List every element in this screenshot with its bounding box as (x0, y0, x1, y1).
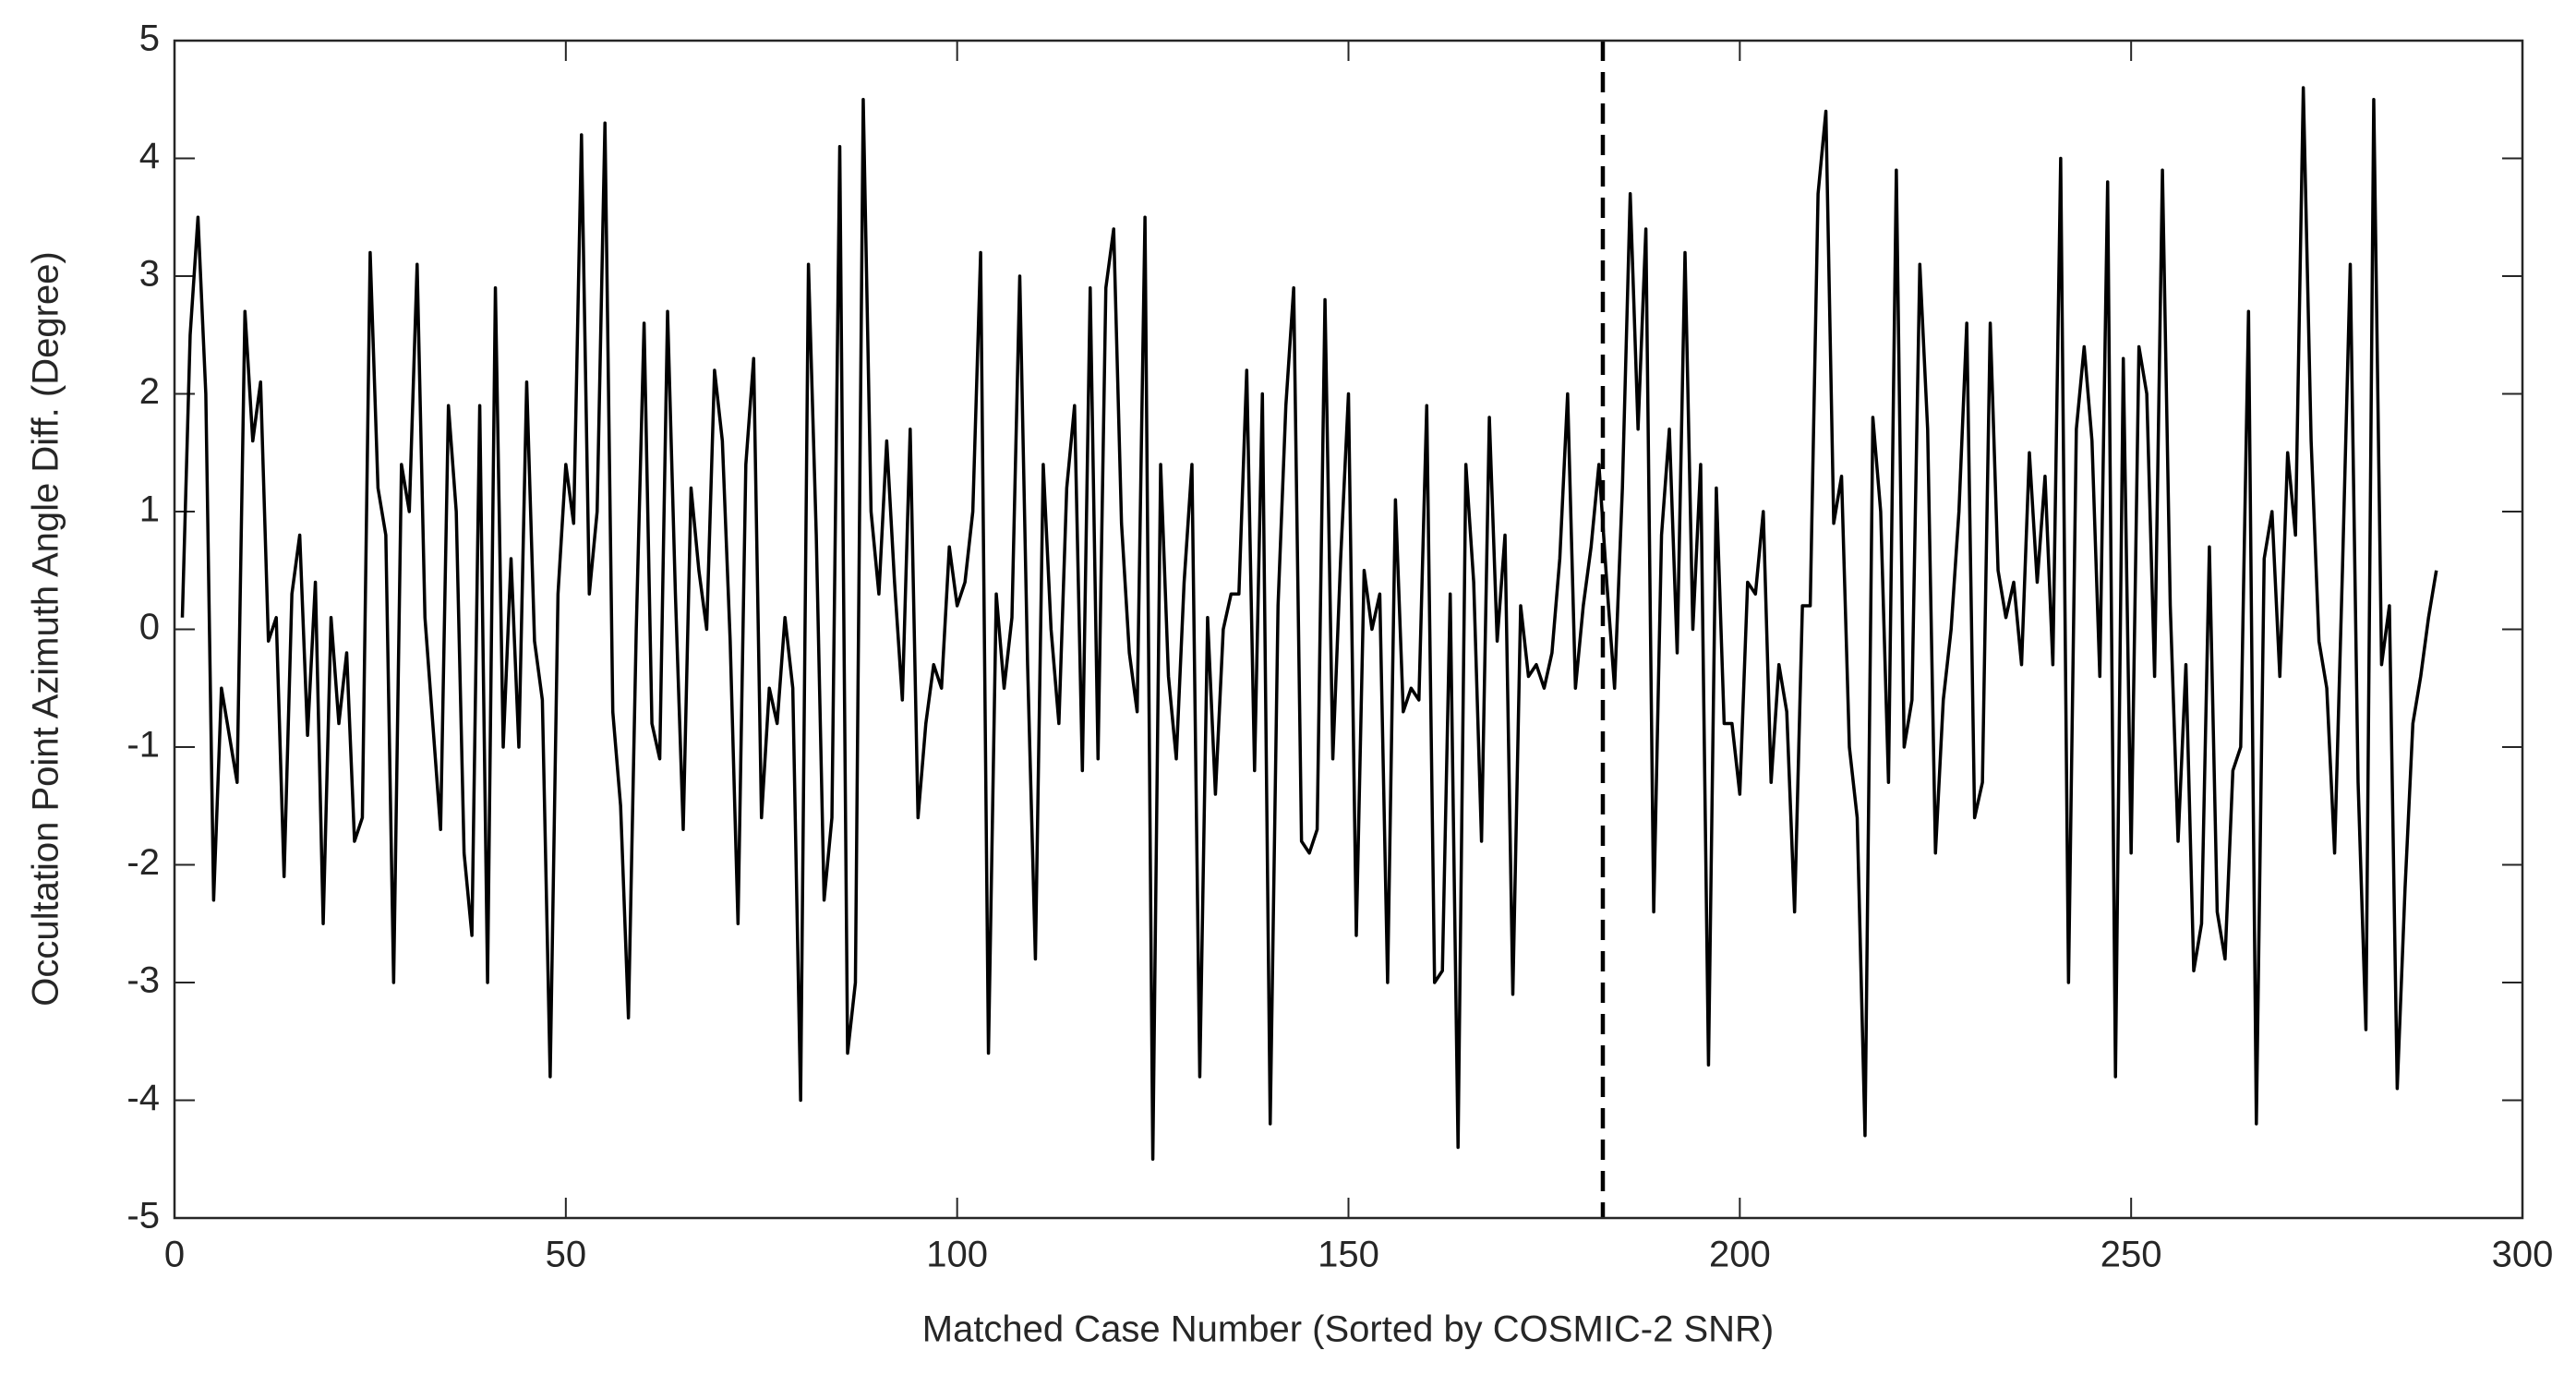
x-tick-label: 0 (164, 1235, 185, 1275)
y-axis-label: Occultation Point Azimuth Angle Diff. (D… (26, 251, 66, 1006)
x-axis-label: Matched Case Number (Sorted by COSMIC-2 … (922, 1309, 1775, 1350)
y-tick-label: -2 (126, 842, 160, 883)
y-tick-label: -5 (126, 1196, 160, 1236)
y-tick-label: 4 (139, 136, 160, 176)
y-tick-label: 0 (139, 607, 160, 647)
x-tick-label: 200 (1709, 1235, 1771, 1275)
y-tick-label: 5 (139, 18, 160, 59)
x-tick-label: 250 (2101, 1235, 2162, 1275)
y-tick-label: 1 (139, 489, 160, 530)
y-tick-label: -1 (126, 725, 160, 766)
x-tick-label: 300 (2492, 1235, 2554, 1275)
y-tick-label: -4 (126, 1078, 160, 1118)
x-tick-label: 150 (1318, 1235, 1379, 1275)
x-tick-label: 100 (926, 1235, 988, 1275)
y-tick-label: 2 (139, 371, 160, 412)
y-tick-label: 3 (139, 254, 160, 295)
y-tick-label: -3 (126, 960, 160, 1001)
data-line (180, 86, 2438, 1161)
x-tick-label: 50 (546, 1235, 587, 1275)
plot-frame (173, 39, 2524, 1220)
